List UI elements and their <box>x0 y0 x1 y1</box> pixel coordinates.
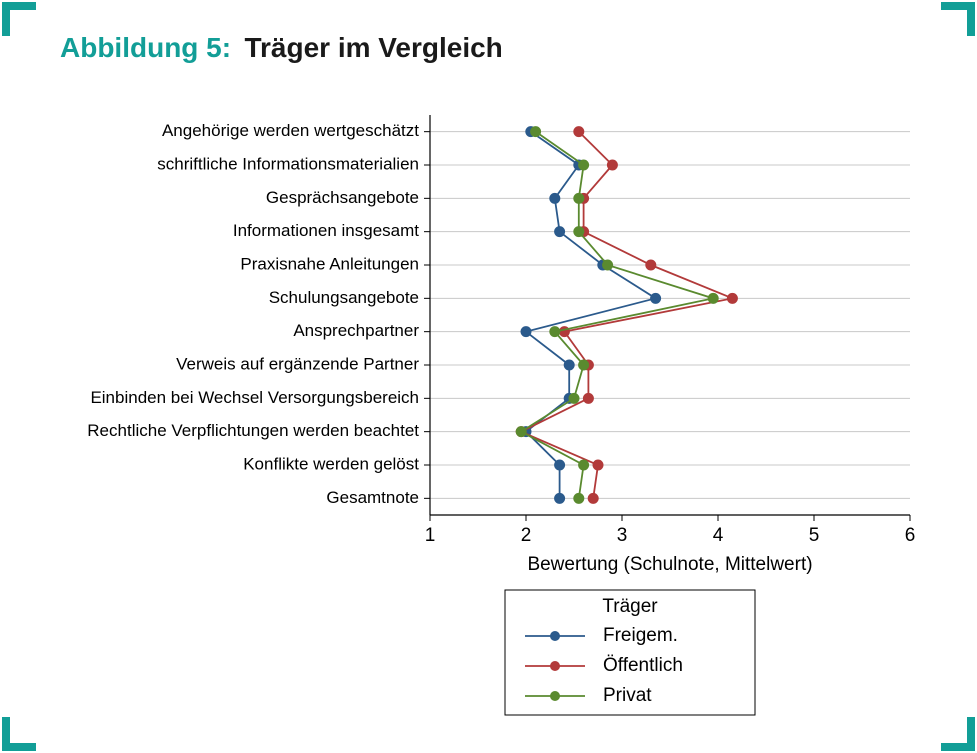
series-marker <box>607 160 617 170</box>
y-tick-label: Konflikte werden gelöst <box>243 454 419 473</box>
series-line <box>521 132 732 499</box>
series-marker <box>531 127 541 137</box>
figure-title-prefix: Abbildung 5: <box>60 32 231 63</box>
frame-bracket-tr <box>941 2 975 36</box>
series-marker <box>574 127 584 137</box>
series-marker <box>583 393 593 403</box>
legend-marker <box>550 631 560 641</box>
figure-title: Abbildung 5: Träger im Vergleich <box>60 32 503 64</box>
x-tick-label: 6 <box>905 525 916 546</box>
series-marker <box>579 160 589 170</box>
frame-bracket-tl <box>2 2 36 36</box>
series-marker <box>555 460 565 470</box>
legend-item-label: Freigem. <box>603 625 678 646</box>
series-marker <box>579 360 589 370</box>
series-marker <box>574 193 584 203</box>
legend-title: Träger <box>602 596 658 617</box>
x-axis-label: Bewertung (Schulnote, Mittelwert) <box>527 554 812 575</box>
series-marker <box>646 260 656 270</box>
y-tick-label: Verweis auf ergänzende Partner <box>176 354 419 373</box>
x-tick-label: 3 <box>617 525 628 546</box>
x-tick-label: 2 <box>521 525 532 546</box>
series-marker <box>588 493 598 503</box>
y-tick-label: schriftliche Informationsmaterialien <box>157 154 419 173</box>
series-marker <box>603 260 613 270</box>
series-marker <box>550 193 560 203</box>
y-tick-label: Angehörige werden wertgeschätzt <box>162 121 419 140</box>
y-tick-label: Informationen insgesamt <box>233 221 419 240</box>
x-tick-label: 5 <box>809 525 820 546</box>
legend-item-label: Privat <box>603 685 652 706</box>
x-tick-label: 4 <box>713 525 724 546</box>
y-tick-label: Ansprechpartner <box>293 321 419 340</box>
frame-bracket-bl <box>2 717 36 751</box>
comparison-line-chart: Angehörige werden wertgeschätzt schriftli… <box>60 95 940 725</box>
y-tick-label: Gesamtnote <box>326 488 419 507</box>
series-marker <box>555 227 565 237</box>
y-tick-label: Praxisnahe Anleitungen <box>240 254 419 273</box>
figure-title-main: Träger im Vergleich <box>244 32 502 63</box>
series-marker <box>727 293 737 303</box>
series-marker <box>651 293 661 303</box>
legend-marker <box>550 691 560 701</box>
series-marker <box>579 460 589 470</box>
series-marker <box>555 493 565 503</box>
series-marker <box>569 393 579 403</box>
y-tick-label: Einbinden bei Wechsel Versorgungsbereich <box>90 388 419 407</box>
frame-bracket-br <box>941 717 975 751</box>
series-marker <box>521 327 531 337</box>
series-marker <box>574 227 584 237</box>
series-marker <box>593 460 603 470</box>
y-tick-label: Schulungsangebote <box>269 288 419 307</box>
y-tick-label: Gesprächsangebote <box>266 188 419 207</box>
legend-marker <box>550 661 560 671</box>
series-marker <box>708 293 718 303</box>
y-tick-label: Rechtliche Verpflichtungen werden beacht… <box>87 421 419 440</box>
legend-item-label: Öffentlich <box>603 655 683 676</box>
series-marker <box>516 427 526 437</box>
x-tick-label: 1 <box>425 525 436 546</box>
series-marker <box>574 493 584 503</box>
series-marker <box>564 360 574 370</box>
series-marker <box>550 327 560 337</box>
